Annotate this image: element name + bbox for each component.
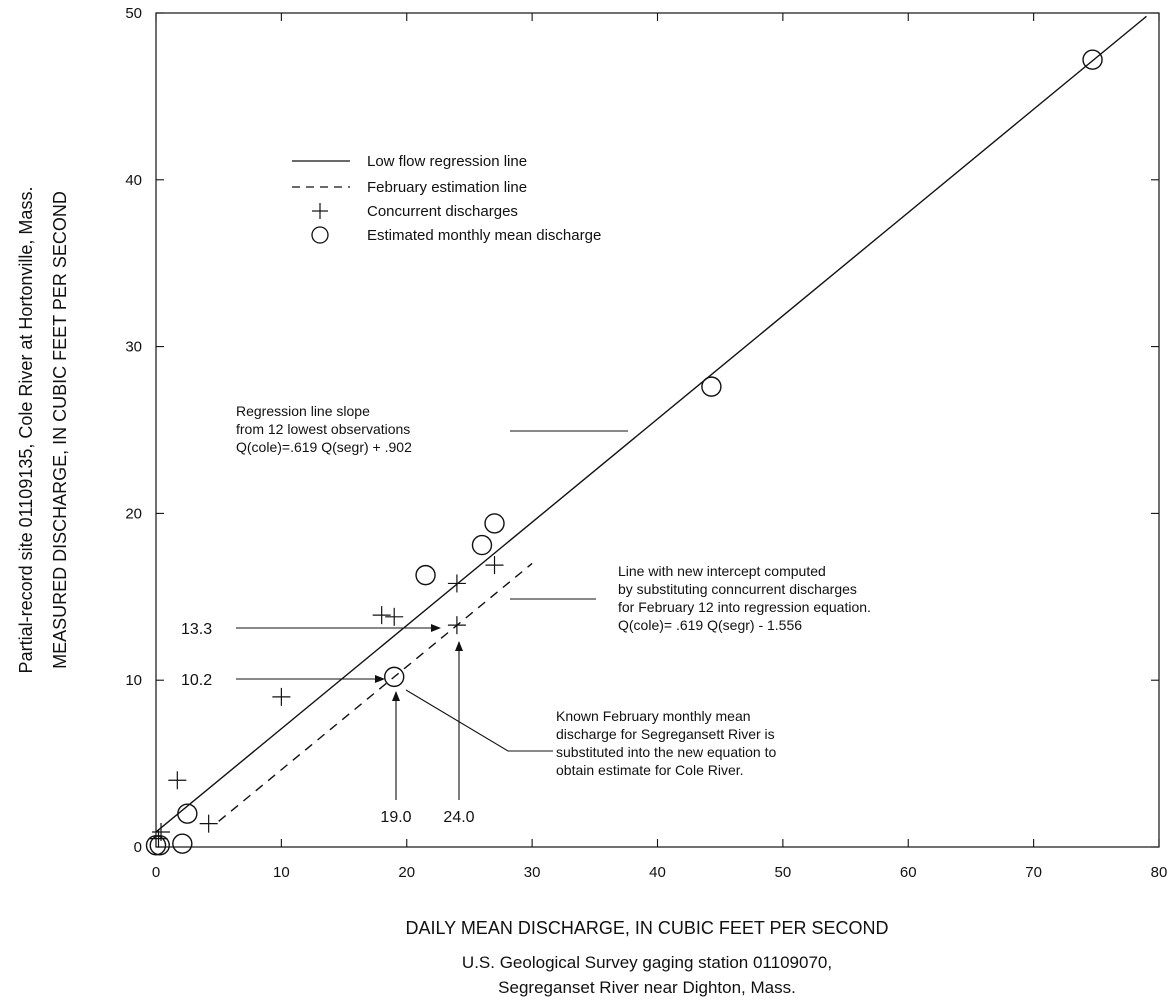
x-tick-label: 80 [1151,864,1168,881]
label-19-0: 19.0 [380,809,411,826]
legend-circle-swatch [311,226,329,244]
known-february-note-line-1: Known February monthly mean [556,708,751,724]
x-tick-label: 20 [398,864,415,881]
concurrent-discharge-point [385,607,404,626]
y-tick-label: 40 [125,172,142,189]
estimated-monthly-mean-point [177,803,198,824]
x-tick-label: 10 [273,864,290,881]
x-axis-title: DAILY MEAN DISCHARGE, IN CUBIC FEET PER … [405,918,888,938]
y-axis-title-line-1: Partial-record site 01109135, Cole River… [16,187,36,674]
regression-annotation: Regression line slope from 12 lowest obs… [236,403,628,455]
new-intercept-note-line-2: by substituting conncurrent discharges [618,581,857,597]
legend-label-concurrent: Concurrent discharges [367,203,518,220]
y-tick-label: 50 [125,5,142,22]
axis-tick-labels: 0 10 20 30 40 50 60 70 80 0 10 20 30 40 50 [125,5,1167,881]
estimated-monthly-mean-point [145,835,167,856]
estimated-monthly-mean-point [415,564,436,586]
data-points [145,49,1103,856]
february-estimation-line [218,562,533,822]
x-tick-label: 0 [152,864,160,881]
value-arrows: 13.3 10.2 19.0 24.0 [181,621,475,826]
known-february-annotation: Known February monthly mean discharge fo… [405,689,776,778]
new-intercept-note-line-4: Q(cole)= .619 Q(segr) - 1.556 [618,617,802,633]
estimated-monthly-mean-point [1082,49,1103,70]
concurrent-discharge-point [199,814,218,833]
y-tick-label: 10 [125,672,142,689]
estimated-monthly-mean-point [471,534,493,556]
concurrent-discharge-point [272,687,291,706]
concurrent-discharge-point [372,606,391,625]
estimated-monthly-mean-point [172,833,193,854]
x-tick-label: 60 [900,864,917,881]
known-february-note-line-2: discharge for Segregansett River is [556,726,775,742]
low-flow-regression-line [155,15,1147,833]
legend-label-regression: Low flow regression line [367,153,527,170]
legend: Low flow regression line February estima… [292,153,601,244]
x-tick-label: 50 [775,864,792,881]
x-axis-subtitle-line-1: U.S. Geological Survey gaging station 01… [462,953,832,972]
known-february-note-line-4: obtain estimate for Cole River. [556,762,744,778]
regression-note-line-3: Q(cole)=.619 Q(segr) + .902 [236,439,412,455]
y-tick-label: 0 [134,839,142,856]
estimated-monthly-mean-point [484,513,505,534]
x-axis-subtitle-line-2: Segreganset River near Dighton, Mass. [498,978,796,997]
regression-note-line-2: from 12 lowest observations [236,421,410,437]
estimated-monthly-mean-point [149,835,170,856]
label-24-0: 24.0 [443,809,474,826]
concurrent-discharge-point [447,616,466,635]
new-intercept-annotation: Line with new intercept computed by subs… [510,563,871,633]
x-tick-label: 40 [649,864,666,881]
regression-lines [155,15,1147,833]
label-13-3: 13.3 [181,621,212,638]
y-axis-title-line-2: MEASURED DISCHARGE, IN CUBIC FEET PER SE… [50,191,70,669]
y-tick-label: 20 [125,505,142,522]
legend-plus-swatch [312,203,328,219]
legend-label-estimated: Estimated monthly mean discharge [367,227,601,244]
regression-note-line-1: Regression line slope [236,403,370,419]
x-tick-label: 70 [1025,864,1042,881]
concurrent-discharge-point [485,556,504,575]
new-intercept-note-line-1: Line with new intercept computed [618,563,826,579]
concurrent-discharge-point [447,574,466,593]
known-february-note-line-3: substituted into the new equation to [556,744,776,760]
known-february-leader-line [405,689,553,752]
estimated-monthly-mean-point [701,376,722,397]
y-tick-label: 30 [125,339,142,356]
concurrent-discharge-point [168,771,187,790]
x-tick-label: 30 [524,864,541,881]
legend-label-estimation: February estimation line [367,179,527,196]
axis-ticks [155,12,1160,848]
label-10-2: 10.2 [181,672,212,689]
new-intercept-note-line-3: for February 12 into regression equation… [618,599,871,615]
